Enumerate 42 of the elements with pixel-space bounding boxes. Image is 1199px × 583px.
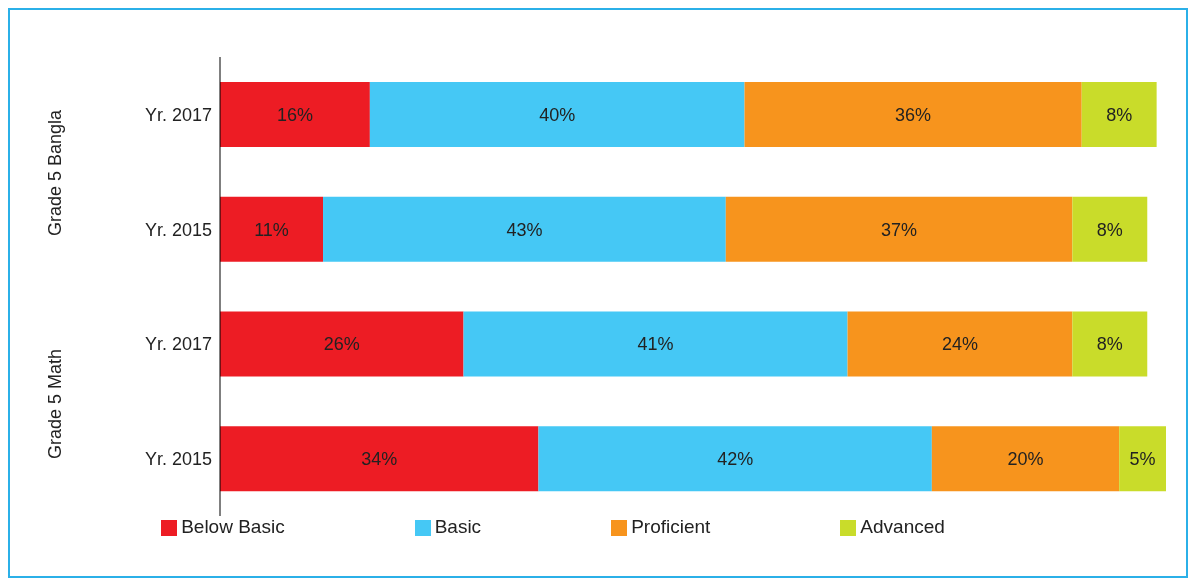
legend-label: Basic — [434, 516, 482, 537]
bar — [1119, 426, 1166, 492]
y-tick-label: Yr. 2017 — [144, 334, 212, 355]
bar — [220, 82, 370, 147]
bar — [1072, 196, 1148, 262]
bar — [931, 426, 1120, 492]
text: Grade 5 Math — [44, 349, 66, 460]
y-tick-label: Yr. 2015 — [144, 219, 212, 240]
data-label: 24% — [941, 334, 978, 355]
data-label: 20% — [1007, 449, 1044, 470]
data-label: 11% — [254, 219, 289, 240]
text: Grade 5 Bangla — [44, 109, 66, 236]
bar — [1072, 311, 1148, 377]
data-label: 36% — [895, 104, 932, 125]
data-label: 42% — [717, 449, 754, 470]
bar — [323, 196, 726, 262]
data-label: 8% — [1096, 334, 1123, 355]
bar — [744, 82, 1082, 147]
data-label: 41% — [637, 334, 674, 355]
data-label: 26% — [323, 334, 360, 355]
data-label: 8% — [1106, 104, 1133, 125]
y-tick-label: Yr. 2017 — [144, 104, 212, 125]
bar — [538, 426, 932, 492]
bar — [1081, 82, 1157, 147]
data-label: 43% — [506, 219, 543, 240]
bar — [220, 311, 464, 377]
data-label: 5% — [1129, 449, 1156, 470]
data-label: 16% — [276, 104, 313, 125]
y-tick-label: Yr. 2015 — [144, 449, 212, 470]
bar — [220, 196, 324, 262]
data-label: 8% — [1096, 219, 1123, 240]
bar — [369, 82, 745, 147]
bar — [847, 311, 1073, 377]
data-label: 37% — [881, 219, 918, 240]
bar — [463, 311, 848, 377]
legend-label: Proficient — [631, 516, 711, 537]
bar — [725, 196, 1073, 262]
data-label: 40% — [539, 104, 576, 125]
bar — [220, 426, 539, 492]
data-label: 34% — [361, 449, 398, 470]
legend-label: Advanced — [860, 516, 945, 537]
legend-label: Below Basic — [181, 516, 285, 537]
